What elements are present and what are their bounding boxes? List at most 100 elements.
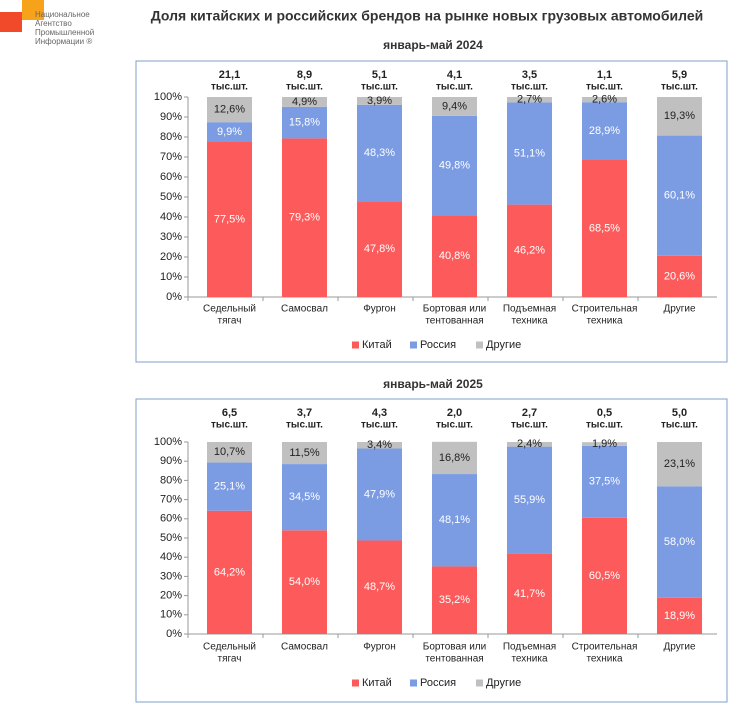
y-tick-label: 40% [160,211,182,223]
total-unit: тыс.шт. [286,82,323,93]
x-tick-label: Строительная [572,642,638,653]
value-label: 34,5% [289,491,320,503]
bar-segment [432,441,477,475]
y-tick-label: 40% [160,551,182,563]
y-tick-label: 60% [160,513,182,525]
total-label: 3,7 [297,407,312,419]
value-label: 12,6% [214,104,245,116]
value-label: 48,1% [439,514,470,526]
bar-segment [657,255,702,297]
bar-segment [357,540,402,634]
bar-segment [507,204,552,297]
value-label: 20,6% [664,270,695,282]
value-label: 41,7% [514,588,545,600]
legend-swatch [352,679,359,687]
value-label: 2,4% [517,438,542,450]
y-tick-label: 50% [160,532,182,544]
y-tick-label: 30% [160,231,182,243]
bar-segment [357,201,402,297]
value-label: 4,9% [292,96,317,108]
bar-segment [207,510,252,634]
bar-segment [582,442,627,446]
y-tick-label: 30% [160,570,182,582]
value-label: 9,9% [217,126,242,138]
x-tick-label: Фургон [363,642,396,653]
x-tick-label: Фургон [363,304,396,315]
total-unit: тыс.шт. [511,82,548,93]
bar-segment [657,597,702,634]
y-tick-label: 70% [160,151,182,163]
value-label: 47,9% [364,488,395,500]
bar-segment [357,448,402,541]
bar-segment [207,142,252,297]
legend-swatch [410,679,417,687]
bar-segment [432,115,477,216]
value-label: 28,9% [589,125,620,137]
bar-segment [657,486,702,598]
x-tick-label: тягач [218,316,242,327]
chart-title: январь-май 2024 [383,38,483,52]
value-label: 77,5% [214,213,245,225]
value-label: 1,9% [592,438,617,450]
y-tick-label: 20% [160,590,182,602]
total-label: 3,5 [522,69,537,81]
total-label: 21,1 [219,69,240,81]
total-unit: тыс.шт. [661,82,698,93]
total-label: 2,7 [522,407,537,419]
bar-segment [507,97,552,103]
bar-segment [207,122,252,142]
org-name: Промышленной [35,28,94,37]
total-unit: тыс.шт. [211,82,248,93]
bar-segment [507,102,552,205]
x-tick-label: Другие [663,642,695,653]
total-unit: тыс.шт. [211,420,248,431]
logo-block [22,0,44,20]
value-label: 25,1% [214,481,245,493]
x-tick-label: тентованная [425,654,483,665]
legend-swatch [410,341,417,349]
total-unit: тыс.шт. [586,420,623,431]
legend-label: Россия [420,339,456,351]
legend-label: Китай [362,339,392,351]
total-label: 1,1 [597,69,612,81]
bar-segment [357,442,402,449]
y-tick-label: 70% [160,494,182,506]
x-tick-label: тентованная [425,316,483,327]
legend-label: Другие [486,339,521,351]
y-tick-label: 20% [160,251,182,263]
bar-segment [207,442,252,463]
value-label: 55,9% [514,494,545,506]
x-tick-label: Строительная [572,304,638,315]
legend-swatch [352,341,359,349]
bar-segment [432,474,477,567]
value-label: 11,5% [289,447,320,459]
chart-title: январь-май 2025 [383,377,483,391]
legend-swatch [476,679,483,687]
total-label: 4,1 [447,69,462,81]
x-tick-label: Бортовая или [423,304,486,315]
value-label: 60,5% [589,570,620,582]
total-label: 8,9 [297,69,312,81]
bar-segment [432,97,477,116]
x-tick-label: Седельный [203,642,256,653]
legend-label: Россия [420,677,456,689]
org-name: Информации ® [35,37,92,46]
bar-segment [657,97,702,136]
total-unit: тыс.шт. [586,82,623,93]
y-tick-label: 80% [160,131,182,143]
value-label: 40,8% [439,250,470,262]
bar-segment [357,97,402,105]
y-tick-label: 100% [154,91,182,103]
value-label: 48,7% [364,581,395,593]
x-tick-label: техника [586,654,623,665]
value-label: 60,1% [664,190,695,202]
y-tick-label: 0% [166,291,182,303]
total-unit: тыс.шт. [436,420,473,431]
value-label: 64,2% [214,566,245,578]
x-tick-label: Самосвал [281,304,328,315]
total-label: 5,0 [672,407,687,419]
value-label: 37,5% [589,476,620,488]
value-label: 23,1% [664,458,695,470]
page-title: Доля китайских и российских брендов на р… [151,8,703,24]
